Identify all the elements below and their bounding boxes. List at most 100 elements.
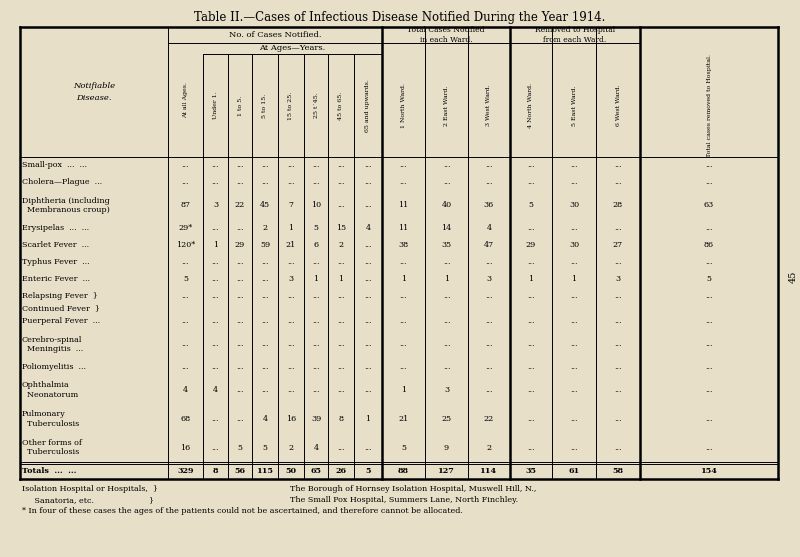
Text: ...: ... bbox=[527, 224, 534, 232]
Text: ...: ... bbox=[212, 178, 219, 187]
Text: ...: ... bbox=[212, 317, 219, 325]
Text: 45 to 65.: 45 to 65. bbox=[338, 91, 343, 120]
Text: 10: 10 bbox=[311, 201, 321, 209]
Text: 1: 1 bbox=[338, 275, 343, 283]
Text: ...: ... bbox=[236, 415, 244, 423]
Text: 127: 127 bbox=[438, 467, 455, 475]
Text: ...: ... bbox=[527, 443, 534, 452]
Text: 26: 26 bbox=[335, 467, 346, 475]
Text: 59: 59 bbox=[260, 241, 270, 249]
Text: * In four of these cases the ages of the patients could not be ascertained, and : * In four of these cases the ages of the… bbox=[22, 507, 463, 515]
Text: ...: ... bbox=[570, 363, 578, 371]
Text: 25: 25 bbox=[442, 415, 451, 423]
Text: 120*: 120* bbox=[176, 241, 195, 249]
Text: ...: ... bbox=[614, 258, 622, 266]
Text: ...: ... bbox=[212, 340, 219, 348]
Text: ...: ... bbox=[212, 443, 219, 452]
Text: Ophthalmia
  Neonatorum: Ophthalmia Neonatorum bbox=[22, 382, 78, 399]
Text: 4: 4 bbox=[262, 415, 267, 423]
Text: ...: ... bbox=[486, 178, 493, 187]
Text: ...: ... bbox=[706, 258, 713, 266]
Text: Puerperal Fever  ...: Puerperal Fever ... bbox=[22, 317, 100, 325]
Text: ...: ... bbox=[527, 363, 534, 371]
Text: The Borough of Hornsey Isolation Hospital, Muswell Hill, N.,: The Borough of Hornsey Isolation Hospita… bbox=[290, 485, 536, 493]
Text: ...: ... bbox=[614, 178, 622, 187]
Text: ...: ... bbox=[236, 340, 244, 348]
Text: Removed to Hospital
from each Ward.: Removed to Hospital from each Ward. bbox=[535, 26, 615, 44]
Text: ...: ... bbox=[570, 443, 578, 452]
Text: ...: ... bbox=[338, 443, 345, 452]
Text: ...: ... bbox=[364, 317, 372, 325]
Text: ...: ... bbox=[570, 292, 578, 300]
Text: 14: 14 bbox=[442, 224, 452, 232]
Text: ...: ... bbox=[287, 292, 294, 300]
Text: Pulmonary
  Tuberculosis: Pulmonary Tuberculosis bbox=[22, 410, 79, 428]
Text: 1 North Ward.: 1 North Ward. bbox=[401, 83, 406, 128]
Text: ...: ... bbox=[262, 162, 269, 169]
Text: Under 1.: Under 1. bbox=[213, 91, 218, 119]
Text: ...: ... bbox=[262, 386, 269, 394]
Text: ...: ... bbox=[312, 292, 320, 300]
Text: 5: 5 bbox=[401, 443, 406, 452]
Text: ...: ... bbox=[706, 386, 713, 394]
Text: 1: 1 bbox=[213, 241, 218, 249]
Text: 15: 15 bbox=[336, 224, 346, 232]
Text: ...: ... bbox=[364, 241, 372, 249]
Text: ...: ... bbox=[364, 201, 372, 209]
Text: 5: 5 bbox=[238, 443, 242, 452]
Text: Totals  ...  ...: Totals ... ... bbox=[22, 467, 76, 475]
Text: ...: ... bbox=[338, 363, 345, 371]
Text: ...: ... bbox=[486, 317, 493, 325]
Text: Small-pox  ...  ...: Small-pox ... ... bbox=[22, 162, 87, 169]
Text: 2: 2 bbox=[289, 443, 294, 452]
Text: ...: ... bbox=[236, 178, 244, 187]
Text: 329: 329 bbox=[178, 467, 194, 475]
Text: ...: ... bbox=[287, 162, 294, 169]
Text: ...: ... bbox=[236, 258, 244, 266]
Text: 30: 30 bbox=[569, 201, 579, 209]
Text: ...: ... bbox=[236, 363, 244, 371]
Text: ...: ... bbox=[312, 162, 320, 169]
Text: ...: ... bbox=[338, 258, 345, 266]
Text: Table II.—Cases of Infectious Disease Notified During the Year 1914.: Table II.—Cases of Infectious Disease No… bbox=[194, 11, 606, 24]
Text: ...: ... bbox=[570, 224, 578, 232]
Text: 86: 86 bbox=[704, 241, 714, 249]
Text: ...: ... bbox=[262, 292, 269, 300]
Text: 5 to 15.: 5 to 15. bbox=[262, 94, 267, 118]
Text: ...: ... bbox=[570, 317, 578, 325]
Text: ...: ... bbox=[706, 178, 713, 187]
Text: 1: 1 bbox=[529, 275, 534, 283]
Text: ...: ... bbox=[212, 258, 219, 266]
Text: ...: ... bbox=[182, 258, 190, 266]
Text: 6 West Ward.: 6 West Ward. bbox=[615, 85, 621, 126]
Text: ...: ... bbox=[400, 340, 407, 348]
Text: ...: ... bbox=[614, 386, 622, 394]
Text: ...: ... bbox=[527, 162, 534, 169]
Text: ...: ... bbox=[364, 292, 372, 300]
Text: 4: 4 bbox=[314, 443, 318, 452]
Text: ...: ... bbox=[287, 258, 294, 266]
Text: ...: ... bbox=[527, 178, 534, 187]
Text: ...: ... bbox=[236, 317, 244, 325]
Text: ...: ... bbox=[287, 178, 294, 187]
Text: 5: 5 bbox=[529, 201, 534, 209]
Text: 68: 68 bbox=[181, 415, 190, 423]
Text: ...: ... bbox=[486, 363, 493, 371]
Text: 1: 1 bbox=[571, 275, 577, 283]
Text: 5 East Ward.: 5 East Ward. bbox=[571, 85, 577, 126]
Text: ...: ... bbox=[236, 162, 244, 169]
Text: 1: 1 bbox=[314, 275, 318, 283]
Text: Enteric Fever  ...: Enteric Fever ... bbox=[22, 275, 90, 283]
Text: No. of Cases Notified.: No. of Cases Notified. bbox=[229, 31, 322, 39]
Text: ...: ... bbox=[364, 275, 372, 283]
Text: ...: ... bbox=[706, 363, 713, 371]
Text: Poliomyelitis  ...: Poliomyelitis ... bbox=[22, 363, 86, 371]
Text: ...: ... bbox=[338, 340, 345, 348]
Text: ...: ... bbox=[338, 201, 345, 209]
Text: ...: ... bbox=[212, 162, 219, 169]
Text: 4: 4 bbox=[213, 386, 218, 394]
Text: 5: 5 bbox=[183, 275, 188, 283]
Text: Erysipelas  ...  ...: Erysipelas ... ... bbox=[22, 224, 89, 232]
Text: At Ages—Years.: At Ages—Years. bbox=[259, 45, 326, 52]
Text: ...: ... bbox=[182, 317, 190, 325]
